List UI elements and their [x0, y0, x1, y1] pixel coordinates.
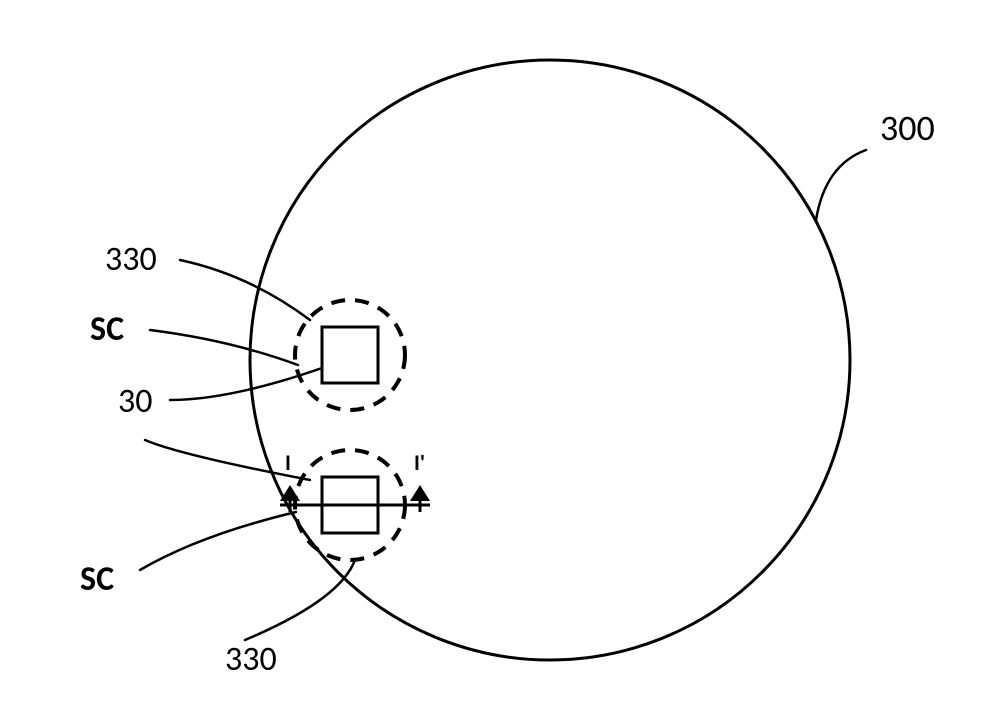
label-section_Iprime: I' — [414, 449, 425, 476]
label-ref_330_upper: 330 — [105, 239, 157, 280]
label-ref_30: 30 — [118, 381, 152, 422]
patent-diagram: 300 330 SC 30 SC 330 I I' — [0, 0, 1000, 703]
section-arrow-icon — [410, 485, 430, 501]
label-sc_lower: SC — [80, 559, 114, 600]
scribe-circle-upper — [295, 300, 405, 410]
label-section_I: I — [285, 449, 291, 476]
wafer-circle — [250, 60, 850, 660]
label-ref_300: 300 — [880, 106, 935, 150]
section-arrow-icon — [280, 485, 300, 501]
leader-line — [180, 260, 310, 320]
chip-square-upper — [322, 327, 378, 383]
label-sc_upper: SC — [90, 309, 124, 350]
leader-line — [816, 150, 866, 220]
label-ref_330_lower: 330 — [225, 639, 277, 680]
leader-line — [150, 330, 298, 365]
leader-line — [140, 512, 296, 570]
